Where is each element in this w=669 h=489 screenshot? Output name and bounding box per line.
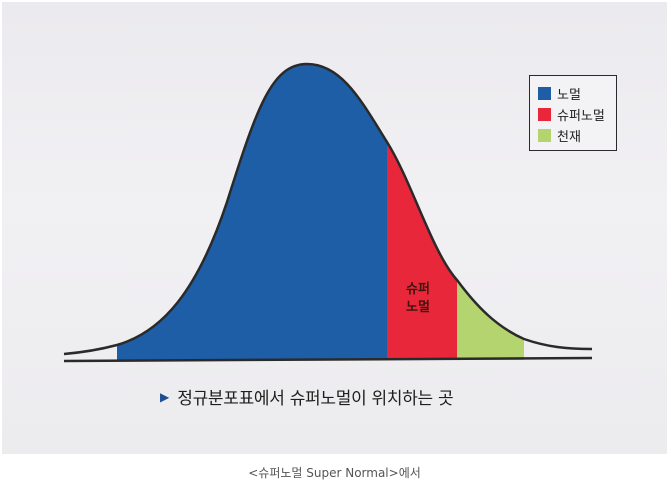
normal-region [117,64,387,360]
super-normal-region [387,142,457,360]
normal-swatch [538,87,551,100]
super-normal-region-label: 슈퍼 노멀 [406,282,430,315]
legend: 노멀 슈퍼노멀 천재 [529,75,617,151]
distribution-curve [63,62,593,356]
legend-label: 슈퍼노멀 [557,109,605,124]
caption-text: 정규분포표에서 슈퍼노멀이 위치하는 곳 [177,389,454,409]
triangle-right-icon: ▶ [160,389,170,404]
legend-item-normal: 노멀 [538,83,616,104]
genius-region [457,280,524,360]
figure-caption: ▶ 정규분포표에서 슈퍼노멀이 위치하는 곳 [160,384,454,409]
legend-item-genius: 천재 [538,125,616,146]
legend-label: 천재 [557,130,581,145]
super-normal-swatch [538,108,551,121]
legend-label: 노멀 [557,88,581,103]
legend-item-super-normal: 슈퍼노멀 [538,104,616,125]
normal-distribution-figure [63,62,593,363]
book-photo: 노멀 슈퍼노멀 천재 슈퍼 노멀 ▶ 정규분포표에서 슈퍼노멀이 위치하는 곳 [2,2,667,454]
image-source-caption: <슈퍼노멀 Super Normal>에서 [248,466,421,480]
genius-swatch [538,129,551,142]
baseline [63,356,593,363]
